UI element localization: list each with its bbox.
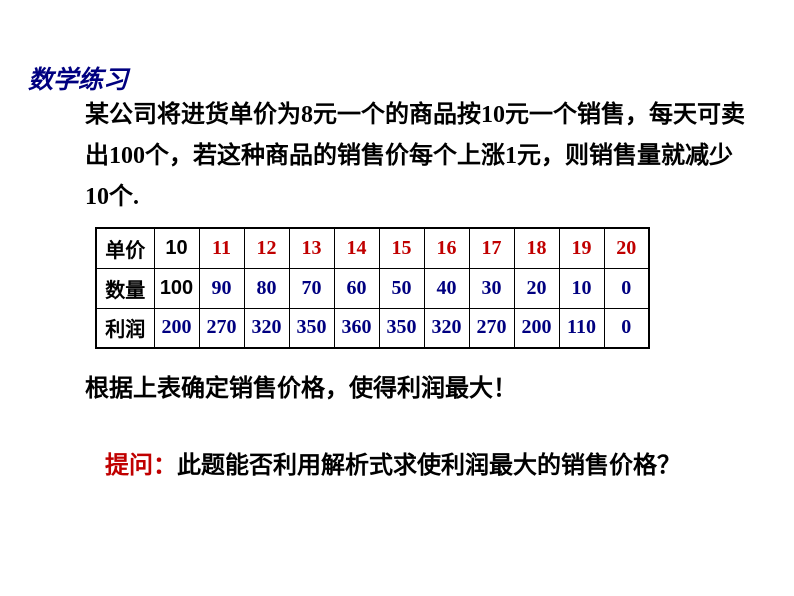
price-cell: 20 — [604, 228, 649, 268]
profit-cell: 350 — [379, 308, 424, 348]
profit-cell: 200 — [514, 308, 559, 348]
row-header-price: 单价 — [96, 228, 154, 268]
table-row-price: 单价 10 11 12 13 14 15 16 17 18 19 20 — [96, 228, 649, 268]
qty-cell: 40 — [424, 268, 469, 308]
question-text: 此题能否利用解析式求使利润最大的销售价格？ — [177, 453, 681, 479]
question-label: 提问： — [105, 453, 177, 479]
conclusion-text: 根据上表确定销售价格，使得利润最大！ — [85, 368, 517, 403]
profit-cell: 110 — [559, 308, 604, 348]
data-table: 单价 10 11 12 13 14 15 16 17 18 19 20 数量 1… — [95, 227, 650, 349]
qty-cell: 90 — [199, 268, 244, 308]
profit-cell: 360 — [334, 308, 379, 348]
base-price: 10 — [154, 228, 199, 268]
profit-cell: 270 — [469, 308, 514, 348]
qty-cell: 80 — [244, 268, 289, 308]
row-header-profit: 利润 — [96, 308, 154, 348]
price-cell: 17 — [469, 228, 514, 268]
qty-cell: 60 — [334, 268, 379, 308]
table-row-qty: 数量 100 90 80 70 60 50 40 30 20 10 0 — [96, 268, 649, 308]
qty-cell: 20 — [514, 268, 559, 308]
price-cell: 18 — [514, 228, 559, 268]
price-cell: 15 — [379, 228, 424, 268]
profit-cell: 320 — [244, 308, 289, 348]
qty-cell: 10 — [559, 268, 604, 308]
price-cell: 16 — [424, 228, 469, 268]
price-cell: 11 — [199, 228, 244, 268]
qty-cell: 0 — [604, 268, 649, 308]
base-qty: 100 — [154, 268, 199, 308]
question-line: 提问：此题能否利用解析式求使利润最大的销售价格？ — [105, 445, 681, 480]
qty-cell: 50 — [379, 268, 424, 308]
price-cell: 14 — [334, 228, 379, 268]
qty-cell: 30 — [469, 268, 514, 308]
price-cell: 13 — [289, 228, 334, 268]
qty-cell: 70 — [289, 268, 334, 308]
price-cell: 19 — [559, 228, 604, 268]
profit-cell: 270 — [199, 308, 244, 348]
profit-cell: 0 — [604, 308, 649, 348]
profit-cell: 320 — [424, 308, 469, 348]
page-title: 数学练习 — [28, 60, 128, 96]
profit-cell: 350 — [289, 308, 334, 348]
problem-statement: 某公司将进货单价为8元一个的商品按10元一个销售，每天可卖出100个，若这种商品… — [85, 95, 754, 217]
base-profit: 200 — [154, 308, 199, 348]
table-row-profit: 利润 200 270 320 350 360 350 320 270 200 1… — [96, 308, 649, 348]
row-header-qty: 数量 — [96, 268, 154, 308]
price-cell: 12 — [244, 228, 289, 268]
